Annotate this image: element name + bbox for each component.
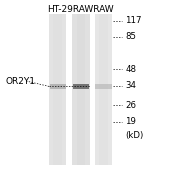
Bar [73, 84, 89, 89]
Text: (kD): (kD) [125, 131, 143, 140]
Bar [95, 84, 111, 89]
Bar [53, 14, 62, 165]
Bar [77, 14, 85, 165]
Bar [50, 84, 66, 89]
Bar [99, 14, 108, 165]
Text: 19: 19 [125, 117, 136, 126]
Bar [49, 14, 66, 165]
Text: 34: 34 [125, 81, 136, 90]
Text: 26: 26 [125, 101, 136, 110]
Text: OR2Y1: OR2Y1 [5, 76, 35, 86]
Text: 48: 48 [125, 65, 136, 74]
Bar [95, 14, 112, 165]
Text: 117: 117 [125, 16, 142, 25]
Bar [72, 14, 90, 165]
Text: HT-29RAWRAW: HT-29RAWRAW [47, 5, 113, 14]
Text: 85: 85 [125, 32, 136, 41]
